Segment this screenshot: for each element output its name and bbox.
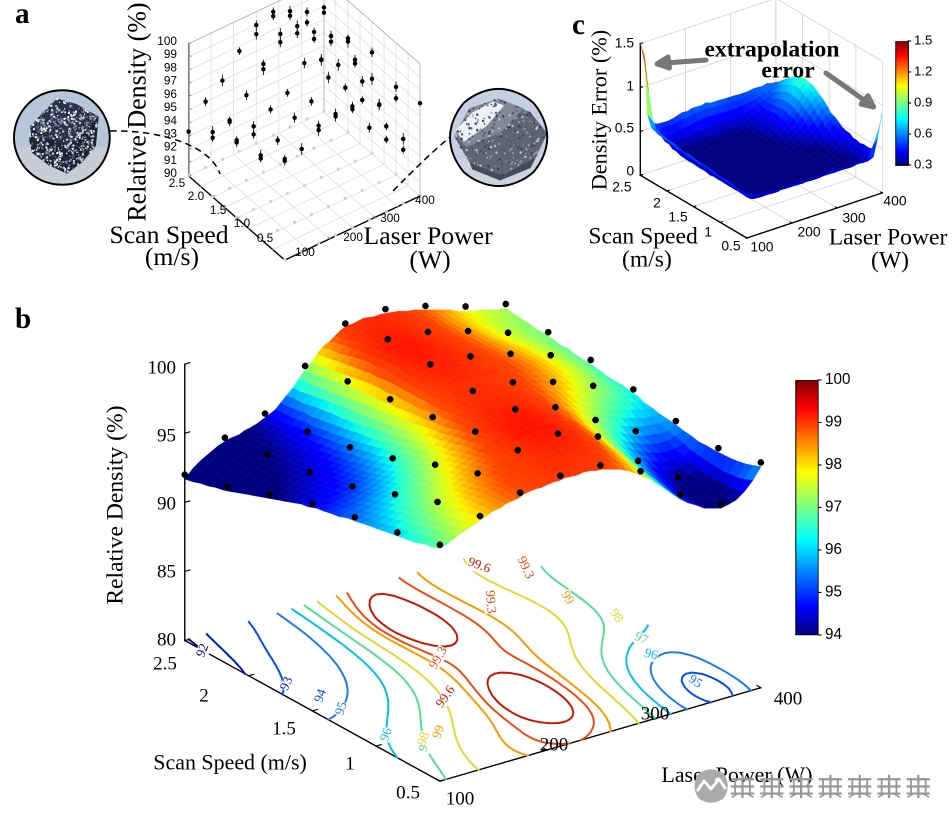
svg-text:99: 99 (429, 723, 447, 741)
svg-text:0: 0 (626, 163, 634, 179)
svg-text:0.5: 0.5 (257, 231, 274, 245)
svg-text:92: 92 (164, 140, 177, 154)
svg-text:95: 95 (825, 583, 842, 600)
svg-text:error: error (761, 58, 814, 84)
svg-text:96: 96 (164, 87, 178, 101)
svg-text:0.5: 0.5 (615, 120, 635, 136)
svg-text:97: 97 (164, 74, 177, 88)
svg-text:94: 94 (164, 113, 178, 127)
svg-text:99.6: 99.6 (466, 554, 493, 576)
svg-text:extrapolation: extrapolation (704, 37, 839, 63)
svg-text:2: 2 (199, 685, 209, 706)
svg-text:99: 99 (825, 413, 842, 430)
svg-text:95: 95 (157, 425, 176, 446)
svg-text:1.5: 1.5 (914, 32, 932, 47)
svg-text:400: 400 (774, 689, 803, 710)
svg-text:1.2: 1.2 (914, 63, 932, 78)
svg-text:200: 200 (797, 224, 820, 240)
svg-text:1.5: 1.5 (210, 203, 227, 217)
svg-text:(m/s): (m/s) (622, 247, 672, 273)
svg-text:c: c (572, 9, 585, 41)
svg-text:Laser Power (W): Laser Power (W) (661, 762, 812, 787)
svg-text:92: 92 (193, 641, 212, 659)
svg-text:98: 98 (825, 456, 842, 473)
svg-text:1: 1 (345, 754, 355, 775)
svg-text:94: 94 (825, 626, 842, 643)
svg-text:200: 200 (343, 230, 363, 244)
svg-text:Density Error (%): Density Error (%) (586, 30, 611, 190)
svg-text:96: 96 (825, 541, 842, 558)
svg-text:96: 96 (643, 645, 660, 663)
svg-text:97: 97 (825, 498, 842, 515)
svg-text:(W): (W) (871, 248, 909, 274)
svg-text:Laser Power: Laser Power (364, 221, 494, 250)
svg-text:Laser Power: Laser Power (829, 225, 948, 251)
svg-text:b: b (15, 303, 31, 335)
svg-text:91: 91 (164, 153, 177, 167)
svg-text:97: 97 (632, 628, 651, 647)
svg-text:400: 400 (415, 193, 435, 207)
svg-text:100: 100 (295, 245, 315, 259)
svg-text:1: 1 (626, 78, 634, 94)
svg-text:99.3: 99.3 (483, 590, 500, 615)
svg-text:1: 1 (704, 224, 712, 240)
svg-text:98: 98 (413, 729, 432, 747)
svg-text:a: a (15, 0, 30, 30)
svg-text:(m/s): (m/s) (145, 242, 199, 271)
svg-text:Scan Speed (m/s): Scan Speed (m/s) (153, 749, 307, 774)
svg-text:Relative Density (%): Relative Density (%) (122, 2, 151, 221)
svg-text:2.5: 2.5 (153, 654, 177, 675)
svg-text:(W): (W) (409, 245, 450, 274)
svg-text:300: 300 (380, 211, 400, 225)
svg-text:98: 98 (164, 60, 178, 74)
svg-text:94: 94 (310, 686, 329, 704)
svg-text:90: 90 (164, 166, 178, 180)
svg-text:1.5: 1.5 (615, 35, 635, 51)
svg-text:200: 200 (540, 735, 569, 756)
svg-text:2.5: 2.5 (612, 179, 632, 195)
svg-text:2: 2 (653, 195, 661, 211)
svg-text:80: 80 (157, 630, 176, 651)
svg-text:99: 99 (164, 47, 177, 61)
svg-text:95: 95 (331, 699, 349, 717)
svg-text:300: 300 (842, 210, 865, 226)
svg-text:90: 90 (157, 494, 176, 515)
svg-text:85: 85 (157, 562, 176, 583)
svg-text:100: 100 (157, 34, 177, 48)
svg-text:1.0: 1.0 (234, 216, 251, 230)
svg-text:95: 95 (164, 100, 178, 114)
svg-text:100: 100 (147, 358, 176, 379)
svg-text:400: 400 (883, 193, 906, 209)
svg-text:0.5: 0.5 (721, 238, 741, 254)
svg-text:300: 300 (641, 704, 670, 725)
svg-text:93: 93 (164, 126, 178, 140)
svg-text:Scan Speed: Scan Speed (110, 220, 229, 249)
svg-text:100: 100 (446, 789, 475, 810)
svg-text:0.9: 0.9 (914, 94, 932, 109)
svg-text:Relative Density (%): Relative Density (%) (103, 405, 129, 604)
svg-text:0.6: 0.6 (914, 125, 932, 140)
svg-text:96: 96 (376, 725, 395, 743)
svg-text:2.0: 2.0 (188, 189, 205, 203)
svg-text:100: 100 (750, 239, 773, 255)
svg-text:0.3: 0.3 (914, 156, 932, 171)
svg-text:1.5: 1.5 (272, 719, 296, 740)
svg-text:Scan Speed: Scan Speed (588, 224, 698, 250)
svg-text:93: 93 (276, 674, 295, 693)
svg-text:100: 100 (825, 371, 850, 388)
svg-text:0.5: 0.5 (396, 783, 420, 804)
svg-text:1.5: 1.5 (668, 209, 688, 225)
svg-text:2.5: 2.5 (169, 176, 186, 190)
